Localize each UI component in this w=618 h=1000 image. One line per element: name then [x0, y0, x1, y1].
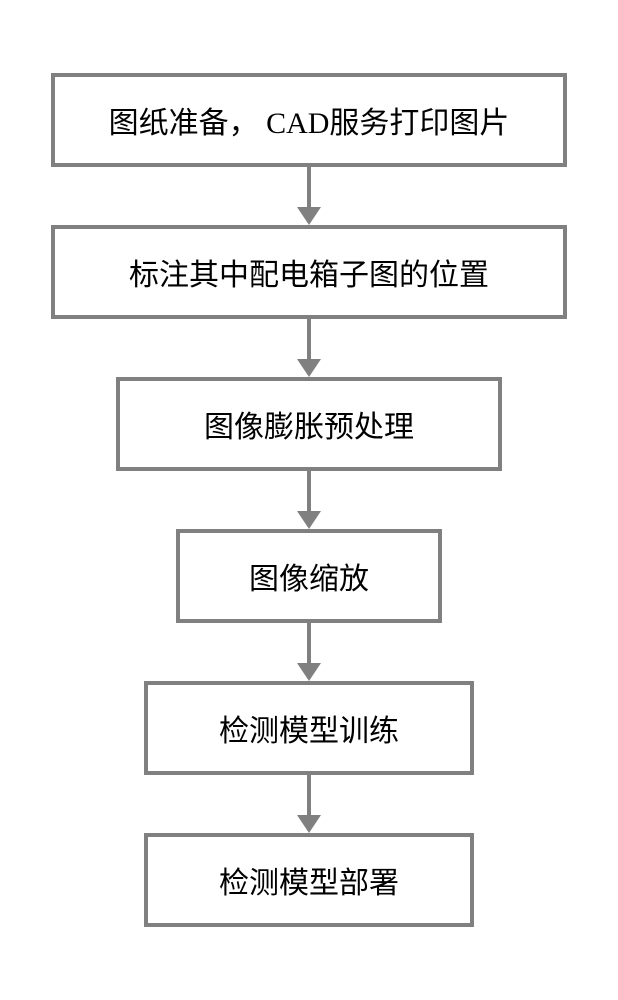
- arrow-3: [297, 471, 321, 529]
- arrow-line-5: [307, 775, 311, 815]
- arrow-5: [297, 775, 321, 833]
- arrow-line-4: [307, 623, 311, 663]
- step-text-3: 图像膨胀预处理: [204, 402, 414, 446]
- arrow-line-1: [307, 167, 311, 207]
- arrow-head-icon-4: [297, 663, 321, 681]
- arrow-4: [297, 623, 321, 681]
- step-text-6: 检测模型部署: [219, 858, 399, 902]
- step-text-4: 图像缩放: [249, 554, 369, 598]
- step-box-6: 检测模型部署: [144, 833, 474, 927]
- step-box-2: 标注其中配电箱子图的位置: [51, 225, 567, 319]
- arrow-2: [297, 319, 321, 377]
- arrow-head-icon-1: [297, 207, 321, 225]
- arrow-1: [297, 167, 321, 225]
- arrow-head-icon-5: [297, 815, 321, 833]
- step-text-2: 标注其中配电箱子图的位置: [129, 250, 489, 294]
- arrow-line-3: [307, 471, 311, 511]
- step-box-3: 图像膨胀预处理: [116, 377, 502, 471]
- arrow-head-icon-3: [297, 511, 321, 529]
- step-box-5: 检测模型训练: [144, 681, 474, 775]
- step-text-1: 图纸准备， CAD服务打印图片: [109, 98, 510, 142]
- arrow-line-2: [307, 319, 311, 359]
- step-text-5: 检测模型训练: [219, 706, 399, 750]
- step-box-4: 图像缩放: [176, 529, 442, 623]
- step-box-1: 图纸准备， CAD服务打印图片: [51, 73, 567, 167]
- flowchart-container: 图纸准备， CAD服务打印图片 标注其中配电箱子图的位置 图像膨胀预处理 图像缩…: [51, 73, 567, 927]
- arrow-head-icon-2: [297, 359, 321, 377]
